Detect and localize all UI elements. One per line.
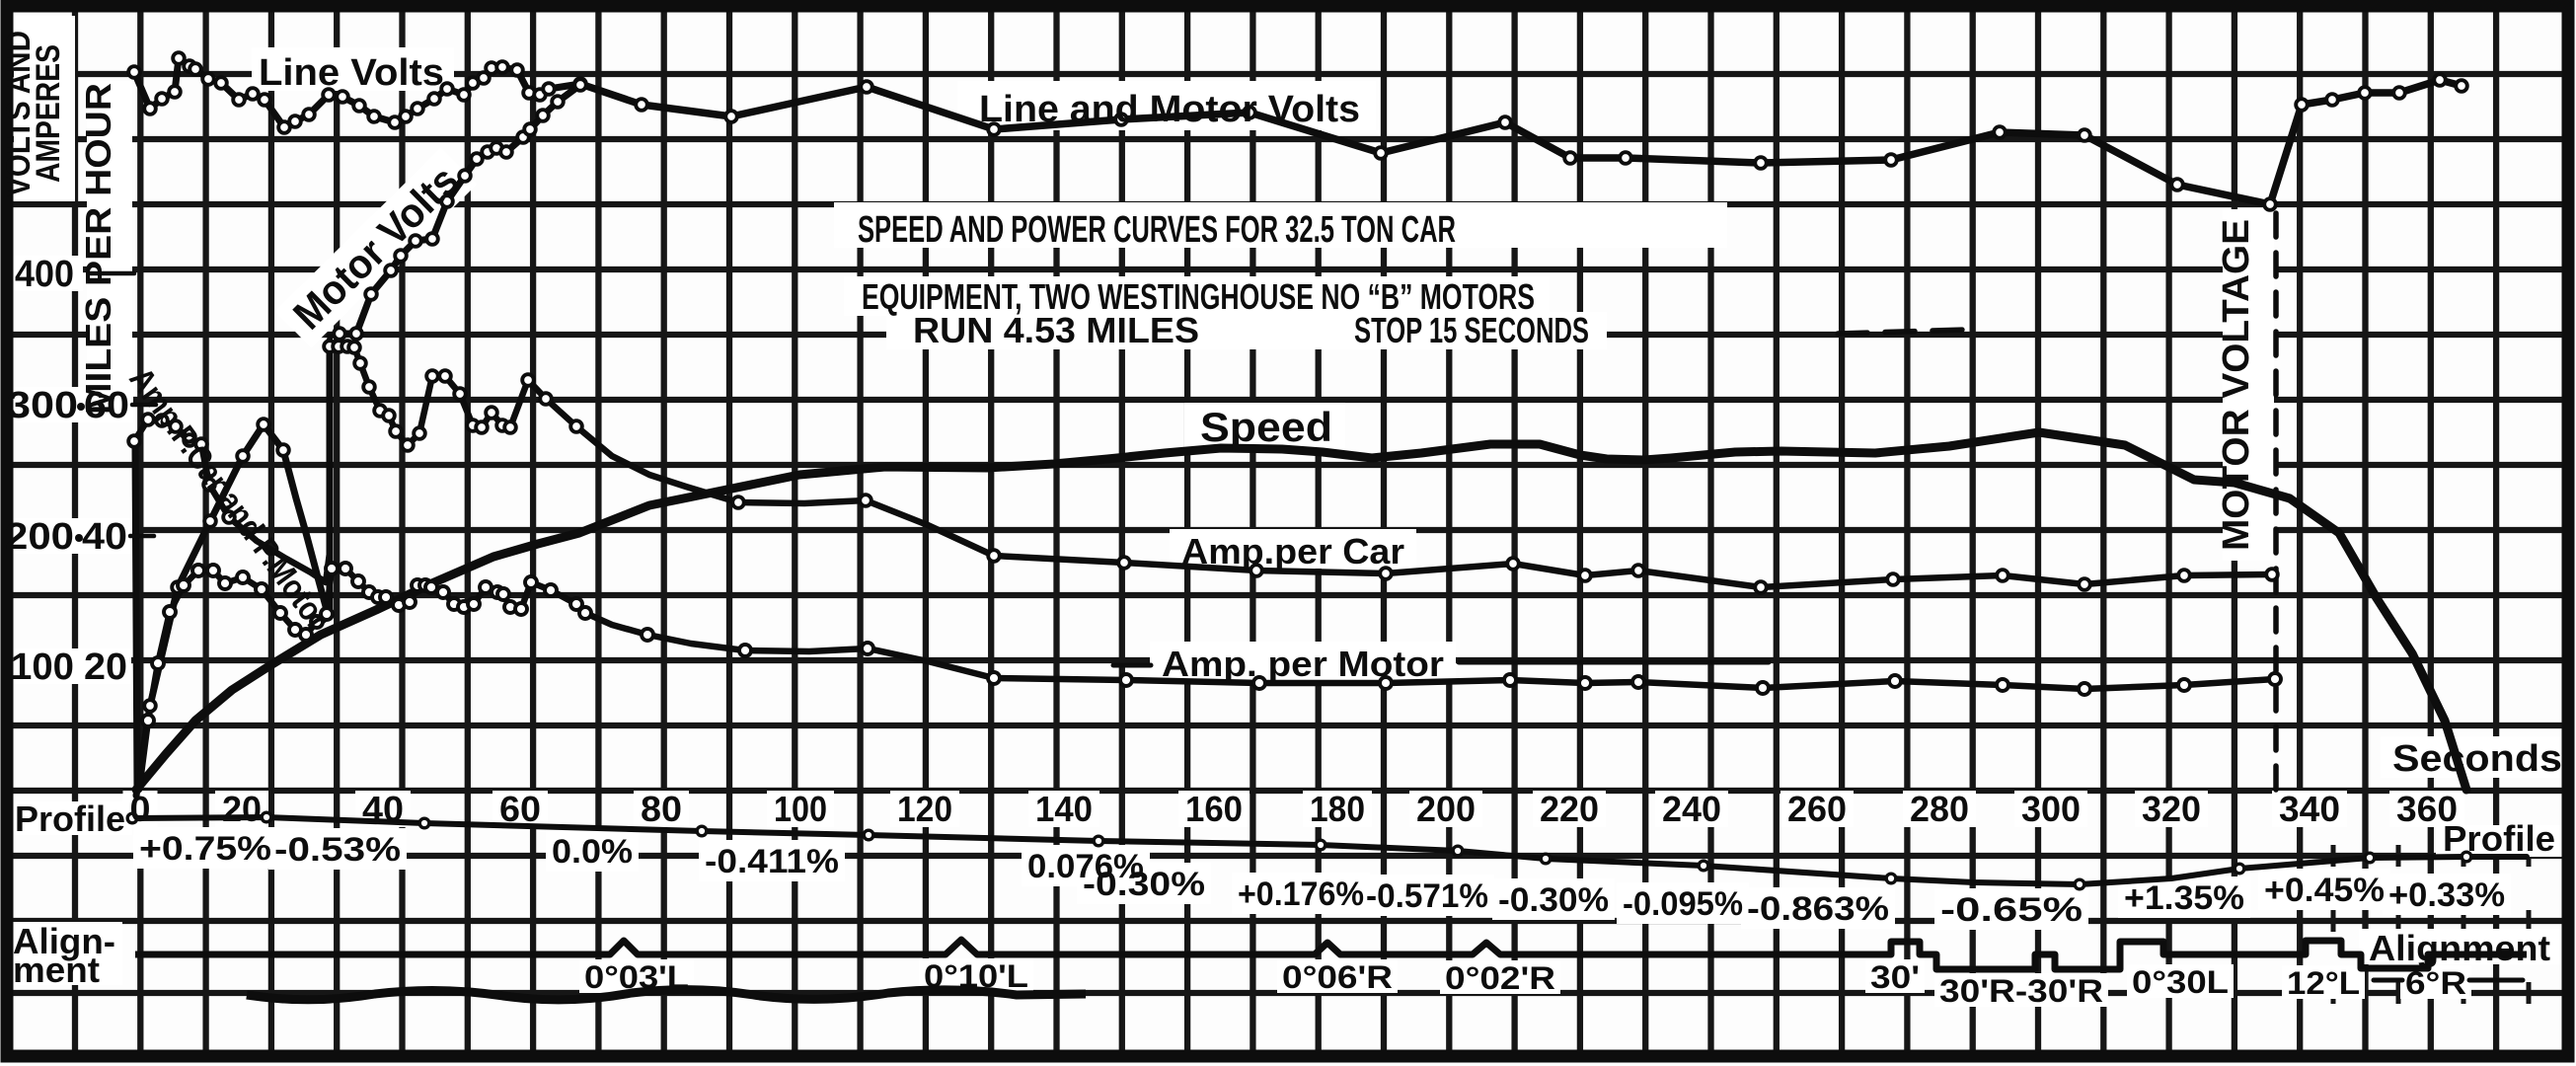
svg-text:-0.411%: -0.411% [705, 843, 839, 880]
svg-text:+1.35%: +1.35% [2124, 879, 2244, 917]
svg-text:MILES PER HOUR: MILES PER HOUR [78, 83, 118, 415]
svg-text:40: 40 [82, 516, 127, 558]
svg-text:40: 40 [362, 789, 404, 829]
svg-text:Profile: Profile [15, 799, 125, 839]
svg-text:Amp.per Car: Amp.per Car [1181, 531, 1404, 571]
svg-text:VOLTS AND: VOLTS AND [0, 31, 38, 196]
svg-text:0°03'L: 0°03'L [584, 959, 689, 995]
svg-text:Amp. per Motor: Amp. per Motor [1162, 644, 1444, 684]
svg-text:-0.53%: -0.53% [274, 831, 401, 869]
svg-text:12°L: 12°L [2287, 965, 2360, 1001]
svg-text:220: 220 [1540, 789, 1599, 829]
svg-text:200: 200 [1416, 789, 1476, 829]
svg-text:240: 240 [1662, 789, 1721, 829]
svg-text:20: 20 [222, 789, 262, 829]
svg-text:EQUIPMENT, TWO WESTINGHOUSE NO: EQUIPMENT, TWO WESTINGHOUSE NO “B” MOTOR… [862, 276, 1535, 317]
svg-text:320: 320 [2142, 789, 2201, 829]
svg-text:20: 20 [84, 647, 127, 688]
svg-text:30': 30' [1870, 959, 1920, 995]
svg-text:RUN 4.53 MILES: RUN 4.53 MILES [913, 310, 1199, 350]
svg-text:+0.33%: +0.33% [2388, 876, 2505, 914]
svg-text:0°30L: 0°30L [2132, 964, 2229, 1000]
svg-text:-0.65%: -0.65% [1940, 891, 2083, 929]
svg-text:0: 0 [130, 789, 151, 829]
svg-text:MOTOR VOLTAGE: MOTOR VOLTAGE [2216, 219, 2257, 551]
svg-text:180: 180 [1310, 789, 1365, 829]
svg-text:SPEED AND POWER CURVES FOR 32.: SPEED AND POWER CURVES FOR 32.5 TON CAR [858, 209, 1456, 251]
svg-text:AMPERES: AMPERES [30, 44, 67, 183]
svg-text:0°10'L: 0°10'L [924, 958, 1028, 994]
svg-text:60: 60 [84, 385, 129, 426]
svg-text:Seconds: Seconds [2392, 738, 2562, 780]
svg-text:+0.75%: +0.75% [139, 830, 271, 868]
svg-text:260: 260 [1787, 789, 1847, 829]
svg-text:-0.30%: -0.30% [1083, 866, 1205, 903]
svg-text:Speed: Speed [1200, 404, 1332, 450]
svg-text:120: 120 [897, 789, 952, 829]
svg-text:Align-: Align- [13, 921, 115, 961]
svg-text:Alignment: Alignment [2369, 928, 2550, 968]
svg-text:60: 60 [499, 789, 541, 829]
svg-text:30'R-30'R: 30'R-30'R [1939, 973, 2103, 1009]
svg-text:160: 160 [1185, 789, 1243, 829]
svg-text:340: 340 [2279, 789, 2340, 829]
svg-text:Line Volts: Line Volts [259, 52, 444, 94]
svg-text:Line and Motor Volts: Line and Motor Volts [979, 89, 1360, 130]
svg-text:100: 100 [11, 647, 74, 688]
svg-text:+0.45%: +0.45% [2264, 872, 2385, 909]
svg-text:-0.863%: -0.863% [1747, 890, 1889, 928]
svg-text:200: 200 [5, 516, 74, 558]
svg-text:300: 300 [7, 385, 78, 426]
svg-text:ment: ment [13, 950, 100, 990]
svg-text:80: 80 [641, 789, 682, 829]
svg-text:0.076%: 0.076% [1027, 848, 1144, 885]
svg-text:280: 280 [1910, 789, 1969, 829]
svg-text:-0.095%: -0.095% [1623, 885, 1743, 923]
svg-text:+0.176%: +0.176% [1238, 876, 1364, 913]
svg-text:360: 360 [2396, 789, 2458, 829]
svg-text:400: 400 [15, 254, 74, 295]
svg-text:-0.571%: -0.571% [1366, 877, 1488, 915]
svg-text:0°02'R: 0°02'R [1445, 960, 1555, 996]
svg-text:Profile: Profile [2443, 818, 2555, 859]
svg-text:140: 140 [1035, 789, 1093, 829]
svg-text:STOP 15 SECONDS: STOP 15 SECONDS [1354, 310, 1589, 350]
svg-text:6°R: 6°R [2405, 965, 2466, 1001]
svg-text:300: 300 [2021, 789, 2081, 829]
svg-text:-0.30%: -0.30% [1498, 881, 1609, 919]
svg-text:0°06'R: 0°06'R [1282, 959, 1393, 995]
svg-text:100: 100 [774, 789, 827, 829]
svg-text:0.0%: 0.0% [552, 833, 633, 871]
